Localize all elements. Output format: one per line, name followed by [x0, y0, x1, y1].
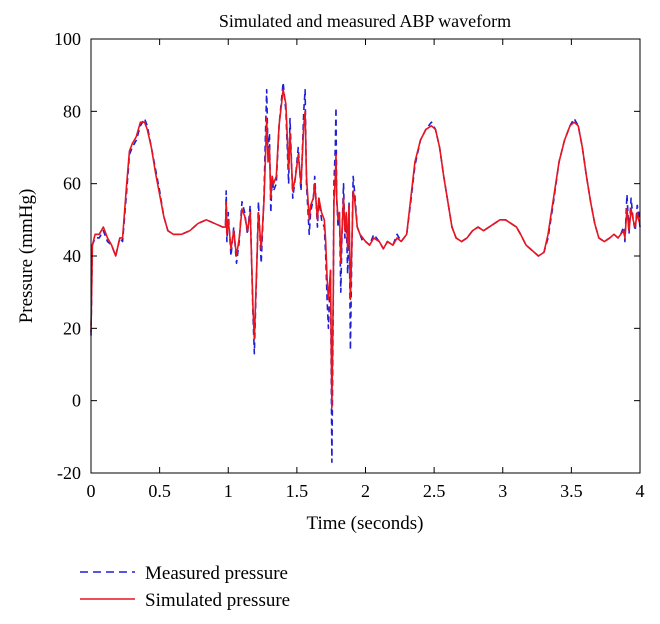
- y-tick-label: 40: [63, 246, 81, 266]
- y-tick-label: 20: [63, 318, 81, 338]
- x-tick-label: 3: [498, 481, 507, 501]
- series-layer: [90, 81, 641, 463]
- y-tick-label: 80: [63, 101, 81, 121]
- x-axis-label: Time (seconds): [307, 513, 424, 534]
- x-tick-label: 0: [87, 481, 96, 501]
- y-tick-labels: -20 0 20 40 60 80 100: [54, 29, 81, 483]
- x-tick-label: 3.5: [560, 481, 583, 501]
- x-tick-label: 1.5: [286, 481, 309, 501]
- x-tick-label: 2: [361, 481, 370, 501]
- y-axis-label: Pressure (mmHg): [16, 189, 37, 324]
- y-tick-label: -20: [57, 463, 81, 483]
- x-tick-label: 2.5: [423, 481, 446, 501]
- x-tick-label: 1: [224, 481, 233, 501]
- y-tick-label: 60: [63, 174, 81, 194]
- series-line-simulated: [90, 88, 641, 409]
- plot-frame: [90, 38, 641, 474]
- legend: Measured pressure Simulated pressure: [80, 563, 290, 611]
- series-line-measured: [90, 81, 641, 463]
- x-tick-labels: 0 0.5 1 1.5 2 2.5 3 3.5 4: [87, 481, 645, 501]
- y-tick-label: 100: [54, 29, 81, 49]
- y-tick-label: 0: [72, 391, 81, 411]
- x-tick-label: 0.5: [148, 481, 171, 501]
- legend-measured-label: Measured pressure: [145, 563, 288, 584]
- chart-title: Simulated and measured ABP waveform: [219, 11, 511, 31]
- x-tick-label: 4: [636, 481, 645, 501]
- legend-simulated-label: Simulated pressure: [145, 590, 290, 611]
- axis-ticks: [90, 38, 641, 474]
